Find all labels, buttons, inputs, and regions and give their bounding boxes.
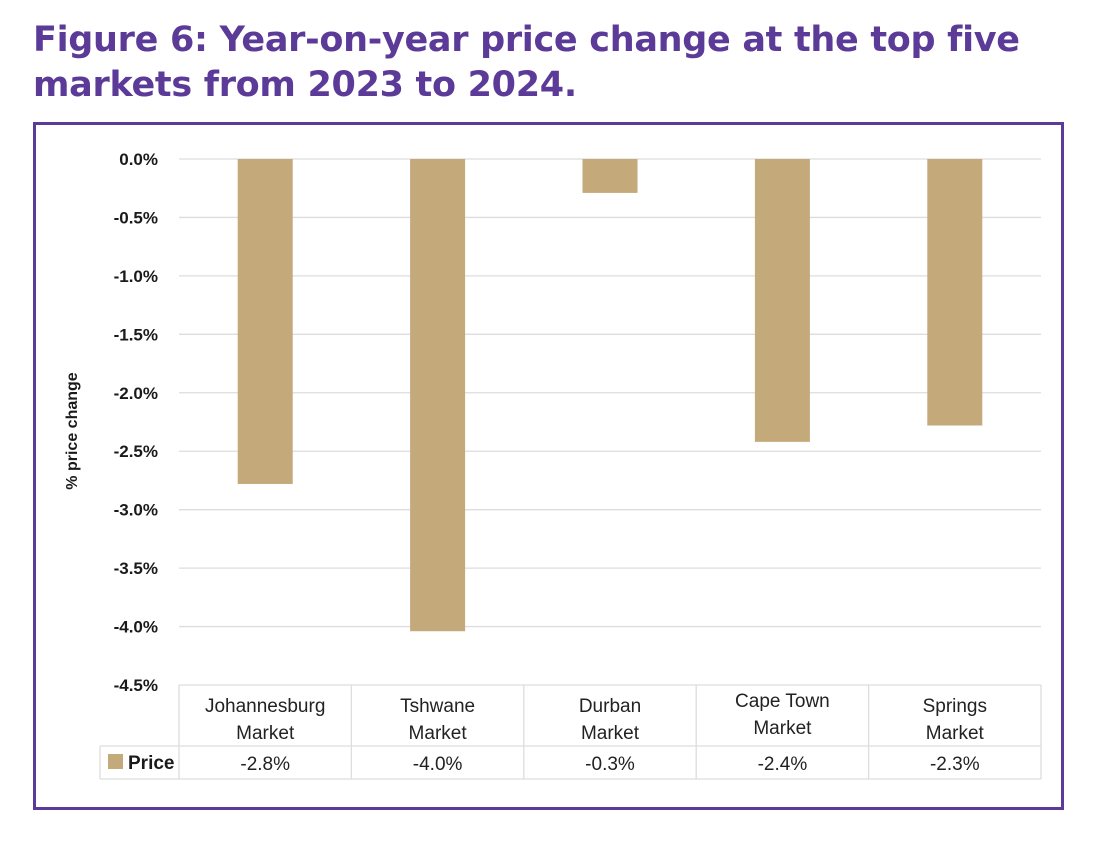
data-label: -4.0% bbox=[413, 754, 463, 775]
y-tick-label: -1.0% bbox=[114, 267, 158, 286]
category-label: Tshwane Market bbox=[400, 696, 475, 744]
y-tick-label: -2.5% bbox=[114, 442, 158, 461]
data-label: -2.3% bbox=[930, 754, 980, 775]
legend-label: Price bbox=[128, 753, 174, 774]
bars bbox=[237, 159, 983, 632]
bar bbox=[582, 159, 638, 193]
category-label: Johannesburg Market bbox=[205, 696, 325, 744]
bar bbox=[237, 159, 293, 484]
y-tick-label: -3.0% bbox=[114, 501, 158, 520]
y-axis-label: % price change bbox=[64, 372, 81, 489]
y-tick-label: -4.0% bbox=[114, 618, 158, 637]
bar bbox=[754, 159, 810, 442]
y-tick-label: -3.5% bbox=[114, 559, 158, 578]
category-label: Cape Town Market bbox=[735, 691, 830, 739]
figure-title: Figure 6: Year-on-year price change at t… bbox=[33, 18, 1073, 108]
data-label: -2.4% bbox=[758, 754, 808, 775]
figure-title-line-2: markets from 2023 to 2024. bbox=[33, 65, 577, 105]
data-label: -2.8% bbox=[240, 754, 290, 775]
bar bbox=[410, 159, 466, 632]
y-axis-ticks: 0.0% -0.5% -1.0% -1.5% -2.0% -2.5% -3.0% -3.5% -… bbox=[114, 150, 158, 695]
y-tick-label: -0.5% bbox=[114, 208, 158, 227]
figure-title-line-1: Figure 6: Year-on-year price change at t… bbox=[33, 20, 1020, 60]
data-table: Price Johannesburg Market -2.8% Tshwane Marke… bbox=[99, 684, 1042, 780]
legend-swatch bbox=[108, 754, 123, 769]
bar bbox=[927, 159, 983, 426]
y-tick-label: -4.5% bbox=[114, 676, 158, 695]
category-label: Springs Market bbox=[923, 696, 987, 744]
category-label: Durban Market bbox=[579, 696, 641, 744]
data-label: -0.3% bbox=[585, 754, 635, 775]
y-tick-label: 0.0% bbox=[119, 150, 158, 169]
chart-frame bbox=[33, 122, 1064, 810]
y-tick-label: -2.0% bbox=[114, 384, 158, 403]
y-tick-label: -1.5% bbox=[114, 325, 158, 344]
gridlines bbox=[179, 158, 1041, 628]
